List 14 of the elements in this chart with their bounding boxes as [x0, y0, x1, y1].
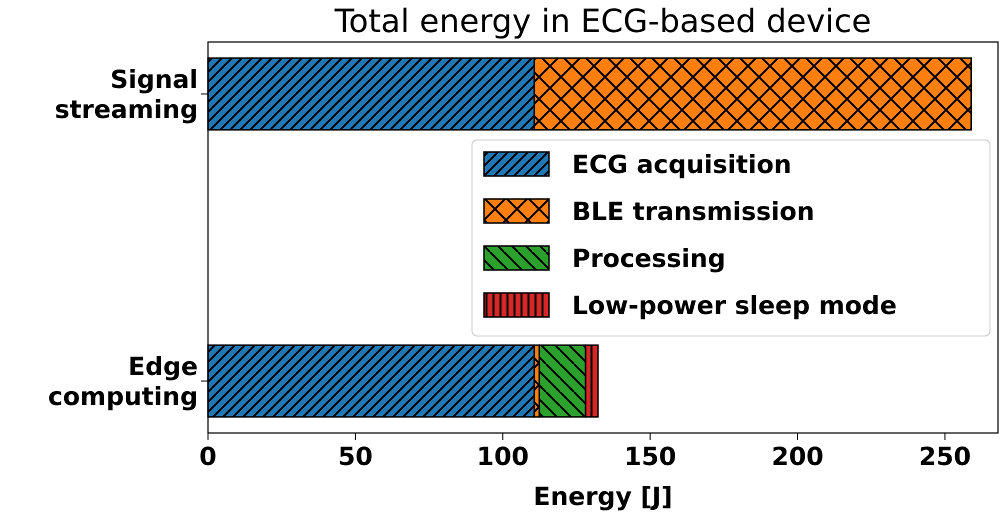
x-axis-title: Energy [J]: [533, 482, 673, 511]
chart-title: Total energy in ECG-based device: [334, 2, 872, 40]
legend-label: BLE transmission: [572, 197, 815, 226]
x-tick-label: 150: [624, 442, 676, 471]
y-tick-label: Signal streaming: [54, 64, 198, 124]
x-tick-label: 250: [918, 442, 972, 471]
legend-label: Low-power sleep mode: [572, 291, 897, 320]
y-tick-label: Edge computing: [48, 352, 198, 412]
x-tick-label: 200: [771, 442, 824, 471]
legend-label: ECG acquisition: [572, 150, 792, 179]
x-tick-label: 50: [338, 442, 373, 471]
x-tick-label: 0: [199, 442, 217, 471]
legend-label: Processing: [572, 244, 726, 273]
x-tick-label: 100: [476, 442, 529, 471]
